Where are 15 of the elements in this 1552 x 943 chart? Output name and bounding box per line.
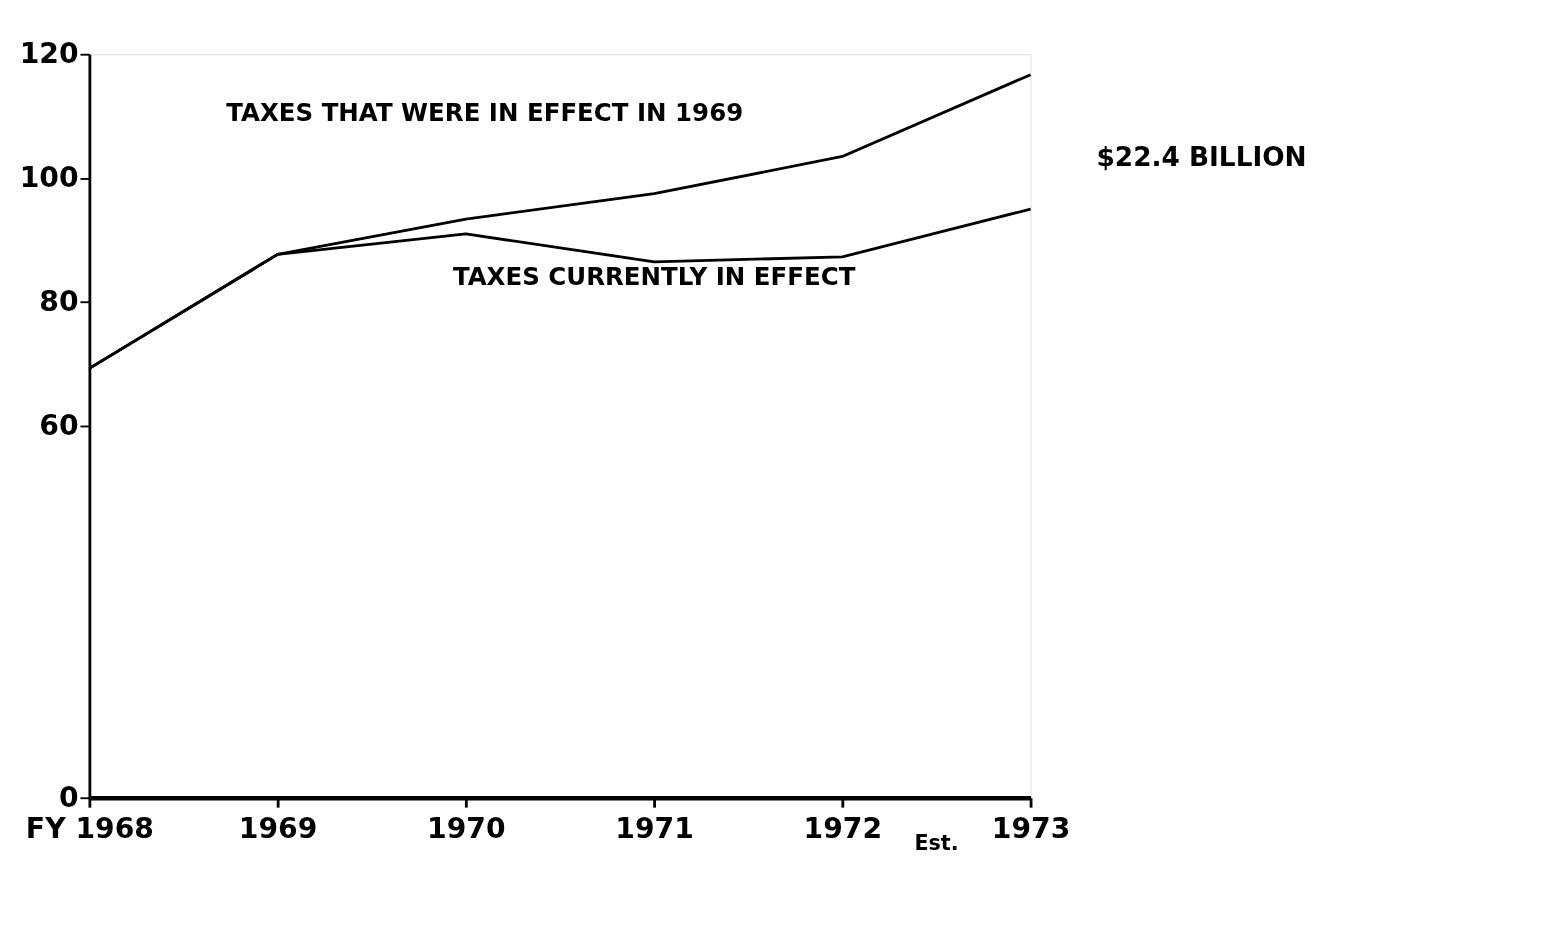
text: Est. [914,830,959,855]
x-tick-label: 1971 [615,811,694,845]
series-label: TAXES CURRENTLY IN EFFECT [452,261,856,291]
x-tick-label: 1970 [427,811,506,845]
series-label: TAXES THAT WERE IN EFFECT IN 1969 [226,98,744,128]
x-tick-label: 1972 [803,811,883,845]
y-tick-label: 100 [19,161,79,195]
x-tick-label: FY 1968 [25,811,154,845]
x-tick-label: 1973 [991,811,1071,845]
text: $22.4 BILLION [1096,141,1307,172]
y-tick-label: 80 [39,285,79,319]
y-tick-label: 0 [58,780,79,814]
y-tick-label: 60 [39,408,79,442]
y-tick-label: 120 [19,37,79,71]
x-tick-label: 1969 [238,811,318,845]
